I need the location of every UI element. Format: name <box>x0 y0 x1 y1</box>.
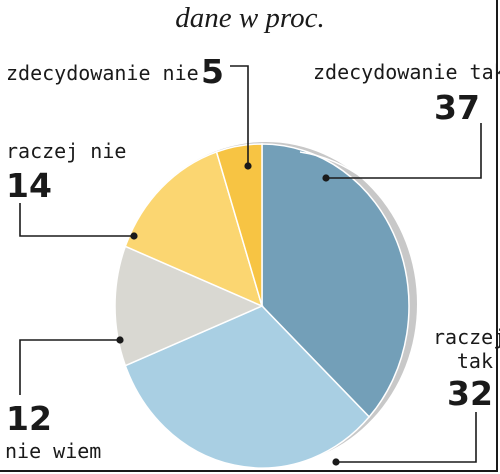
leader-nie-wiem-dot <box>116 336 124 344</box>
slice-raczej-tak <box>124 305 371 469</box>
label-zdecydowanie-tak: zdecydowanie tak <box>313 60 500 84</box>
leader-raczej-tak-dot <box>332 458 340 466</box>
leader-raczej-nie <box>19 203 134 237</box>
slice-nie-wiem <box>114 245 264 367</box>
label-raczej-tak: raczej tak <box>433 325 500 373</box>
chart-subtitle: dane w proc. <box>175 2 325 34</box>
leader-zdecydowanie-tak-dot <box>322 174 330 182</box>
leader-zdecydowanie-nie <box>230 65 249 166</box>
label-raczej-nie: raczej nie <box>6 139 127 163</box>
value-zdecydowanie-nie: 5 <box>201 52 224 91</box>
slice-zdecydowanie-tak <box>261 143 410 419</box>
value-zdecydowanie-tak: 37 <box>434 88 480 127</box>
label-nie-wiem: nie wiem <box>5 439 102 463</box>
label-raczej-tak-text: raczej tak <box>433 325 500 373</box>
leader-zdecydowanie-nie-dot <box>244 162 252 170</box>
label-zdecydowanie-nie: zdecydowanie nie <box>6 61 199 85</box>
leader-raczej-tak <box>336 412 477 463</box>
slice-zdecydowanie-nie <box>215 143 263 307</box>
value-nie-wiem: 12 <box>6 399 52 438</box>
value-raczej-nie: 14 <box>6 166 52 205</box>
leader-nie-wiem <box>19 339 120 395</box>
leader-raczej-nie-dot <box>130 232 138 240</box>
pie-highlight <box>299 151 430 403</box>
leader-zdecydowanie-tak <box>326 123 482 179</box>
value-raczej-tak: 32 <box>447 374 493 413</box>
